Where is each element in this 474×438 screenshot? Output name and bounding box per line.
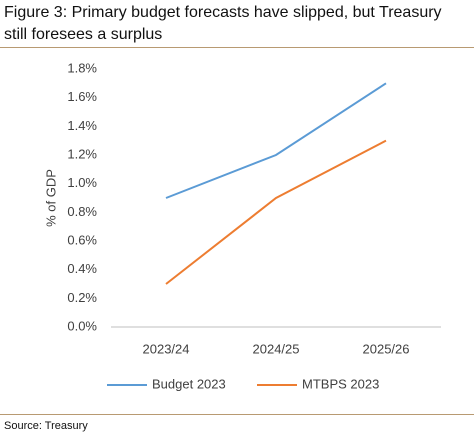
y-axis-label: % of GDP [43,169,58,227]
source: Source: Treasury [4,420,88,432]
y-tick-label: 0.2% [67,290,97,305]
chart: % of GDP 0.0% 0.2% 0.4% 0.6% 0.8% 1.0% 1.2% 1.4… [43,60,441,391]
y-tick-label: 0.0% [67,318,97,333]
x-tick-label: 2024/25 [253,341,300,356]
y-tick-label: 0.6% [67,232,97,247]
y-tick-label: 1.2% [67,146,97,161]
y-tick-label: 0.8% [67,204,97,219]
source-rule [0,414,474,415]
series-line [165,82,387,199]
legend-label: MTBPS 2023 [302,376,379,391]
x-tick-label: 2025/26 [363,341,410,356]
y-tick-label: 1.6% [67,89,97,104]
title-rule [0,47,474,48]
chart-title: Figure 3: Primary budget forecasts have … [4,4,442,43]
y-tick-label: 1.0% [67,175,97,190]
y-tick-label: 1.4% [67,118,97,133]
y-tick-label: 0.4% [67,261,97,276]
x-tick-label: 2023/24 [143,341,190,356]
legend-label: Budget 2023 [152,376,226,391]
series-line [165,139,387,285]
y-tick-label: 1.8% [67,60,97,75]
